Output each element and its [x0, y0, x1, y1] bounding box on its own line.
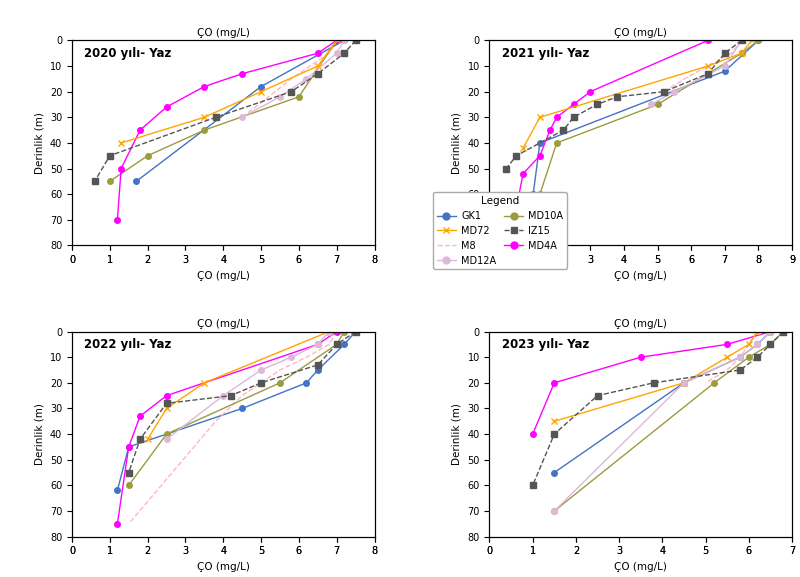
Y-axis label: Derinlik (m): Derinlik (m): [452, 403, 462, 465]
Text: 2022 yılı- Yaz: 2022 yılı- Yaz: [84, 338, 171, 351]
Text: 2021 yılı- Yaz: 2021 yılı- Yaz: [502, 47, 589, 59]
X-axis label: ÇO (mg/L): ÇO (mg/L): [614, 271, 667, 281]
Text: 2020 yılı- Yaz: 2020 yılı- Yaz: [84, 47, 171, 59]
Y-axis label: Derinlik (m): Derinlik (m): [34, 403, 44, 465]
X-axis label: ÇO (mg/L): ÇO (mg/L): [197, 28, 250, 38]
X-axis label: ÇO (mg/L): ÇO (mg/L): [614, 28, 667, 38]
X-axis label: ÇO (mg/L): ÇO (mg/L): [614, 562, 667, 572]
X-axis label: ÇO (mg/L): ÇO (mg/L): [197, 271, 250, 281]
X-axis label: ÇO (mg/L): ÇO (mg/L): [197, 320, 250, 329]
X-axis label: ÇO (mg/L): ÇO (mg/L): [197, 562, 250, 572]
X-axis label: ÇO (mg/L): ÇO (mg/L): [614, 320, 667, 329]
Y-axis label: Derinlik (m): Derinlik (m): [34, 112, 44, 174]
Text: 2023 yılı- Yaz: 2023 yılı- Yaz: [502, 338, 589, 351]
Y-axis label: Derinlik (m): Derinlik (m): [452, 112, 462, 174]
Legend: GK1, MD72, M8, MD12A, MD10A, IZ15, MD4A: GK1, MD72, M8, MD12A, MD10A, IZ15, MD4A: [433, 192, 567, 269]
